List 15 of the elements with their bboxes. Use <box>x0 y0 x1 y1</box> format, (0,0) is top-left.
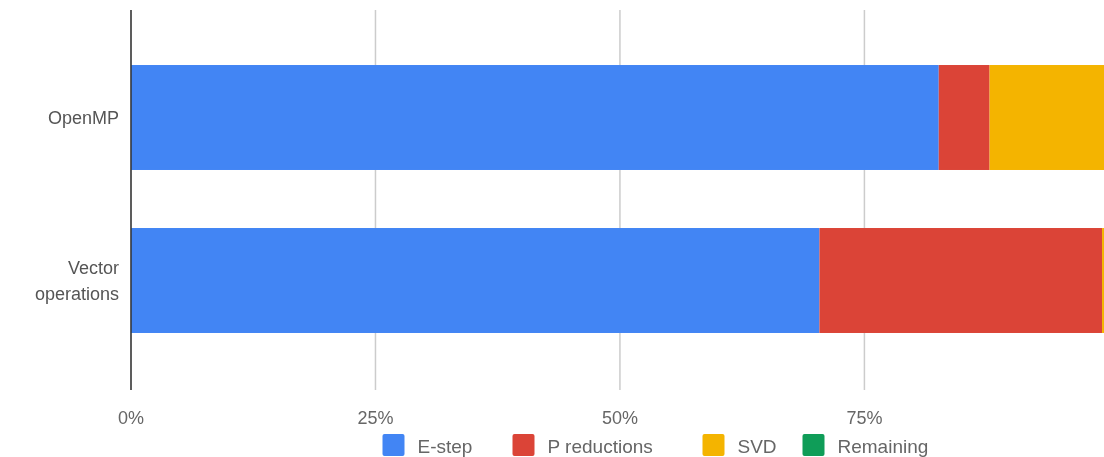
bar <box>819 228 1103 333</box>
x-tick-label: 75% <box>846 408 883 428</box>
legend-label: P reductions <box>547 436 653 457</box>
x-tick-label: 0% <box>117 408 145 428</box>
legend-label: Remaining <box>837 436 929 457</box>
bar <box>131 228 820 333</box>
bar <box>131 65 939 170</box>
x-tick-label: 50% <box>601 408 638 428</box>
bar <box>989 65 1104 170</box>
legend-label: E-step <box>417 436 473 457</box>
y-tick-label: OpenMP <box>47 107 119 128</box>
y-tick-label: Vector operations <box>34 257 119 304</box>
legend-label: SVD <box>737 436 777 457</box>
bar <box>938 65 990 170</box>
x-tick-label: 25% <box>357 408 394 428</box>
